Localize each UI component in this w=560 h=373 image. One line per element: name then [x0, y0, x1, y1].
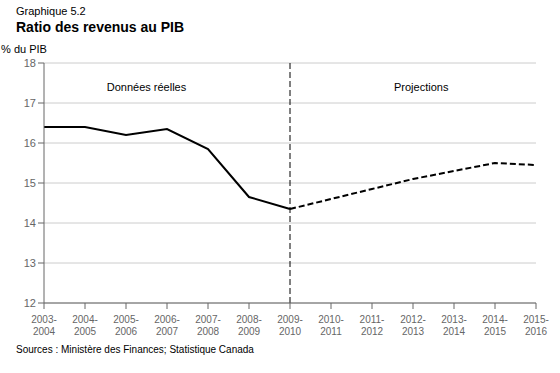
- svg-text:2007-2008: 2007-2008: [195, 314, 221, 337]
- svg-text:16: 16: [24, 137, 36, 149]
- svg-text:12: 12: [24, 297, 36, 309]
- svg-text:2008-2009: 2008-2009: [236, 314, 262, 337]
- html-text:Sources : Ministère des Financ: Sources : Ministère des Finances; Statis…: [16, 344, 254, 355]
- svg-text:2012-2013: 2012-2013: [400, 314, 426, 337]
- svg-text:Projections: Projections: [394, 81, 449, 93]
- svg-text:2015-2016: 2015-2016: [523, 314, 549, 337]
- svg-text:2009-2010: 2009-2010: [277, 314, 303, 337]
- svg-text:2006-2007: 2006-2007: [154, 314, 180, 337]
- svg-text:2005-2006: 2005-2006: [113, 314, 139, 337]
- svg-text:15: 15: [24, 177, 36, 189]
- svg-text:2011-2012: 2011-2012: [360, 314, 385, 337]
- html-text:Graphique 5.2: Graphique 5.2: [16, 5, 86, 17]
- svg-text:2010-2011: 2010-2011: [318, 314, 344, 337]
- svg-text:% du PIB: % du PIB: [8, 43, 47, 55]
- svg-text:2013-2014: 2013-2014: [441, 314, 467, 337]
- svg-text:13: 13: [24, 257, 36, 269]
- svg-text:17: 17: [24, 97, 36, 109]
- svg-text:2003-2004: 2003-2004: [31, 314, 57, 337]
- svg-text:2014-2015: 2014-2015: [482, 314, 508, 337]
- svg-text:18: 18: [24, 57, 36, 69]
- html-text:Ratio des revenus au PIB: Ratio des revenus au PIB: [16, 19, 185, 35]
- svg-text:Données réelles: Données réelles: [107, 81, 187, 93]
- svg-text:2004-2005: 2004-2005: [72, 314, 98, 337]
- svg-text:14: 14: [24, 217, 36, 229]
